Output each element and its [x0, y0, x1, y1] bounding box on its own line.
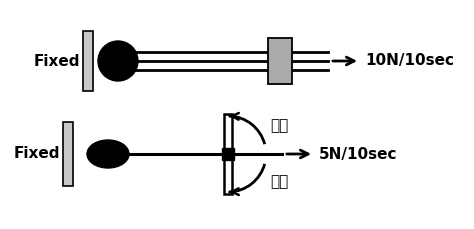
Bar	[224, 114, 232, 194]
Ellipse shape	[87, 140, 129, 168]
Bar	[63, 122, 73, 186]
Text: Fixed: Fixed	[13, 147, 60, 161]
Bar	[83, 31, 93, 91]
Text: 10N/10sec: 10N/10sec	[365, 54, 454, 68]
Circle shape	[98, 41, 138, 81]
Text: 二次: 二次	[270, 174, 288, 190]
Text: 5N/10sec: 5N/10sec	[319, 147, 398, 161]
Text: Fixed: Fixed	[34, 54, 80, 68]
Text: 一次: 一次	[270, 118, 288, 134]
Bar	[268, 38, 292, 84]
Bar	[222, 148, 234, 160]
